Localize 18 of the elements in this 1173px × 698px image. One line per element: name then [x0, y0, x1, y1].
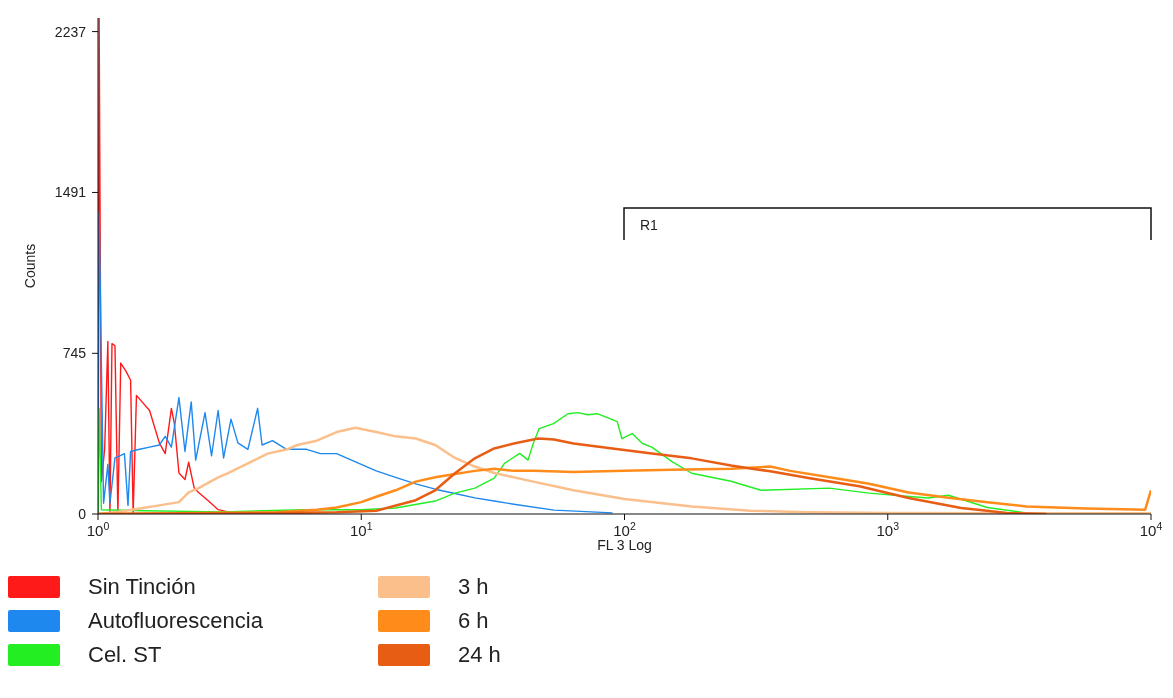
- x-tick-label: 10$^{4}$: [1139, 520, 1163, 539]
- legend-label: Autofluorescencia: [88, 608, 263, 634]
- y-tick-label: 745: [62, 345, 87, 362]
- legend-label: Cel. ST: [88, 642, 162, 668]
- annotation: R1: [640, 217, 659, 233]
- y-axis-title: Counts: [21, 243, 38, 289]
- x-tick-label: 10$^{2}$: [613, 520, 636, 539]
- x-tick-label: 10$^{1}$: [349, 520, 373, 539]
- legend-label: 3 h: [458, 574, 489, 600]
- x-axis-title: FL 3 Log: [597, 537, 652, 553]
- y-tick-label: 1491: [54, 184, 87, 201]
- legend-label: 24 h: [458, 642, 501, 668]
- legend-label: 6 h: [458, 608, 489, 634]
- y-tick-label: 2237: [54, 23, 87, 40]
- x-tick-label: 10$^{3}$: [876, 520, 900, 539]
- y-tick-label: 0: [78, 506, 87, 522]
- legend-label: Sin Tinción: [88, 574, 196, 600]
- x-tick-label: 10$^{0}$: [86, 520, 110, 539]
